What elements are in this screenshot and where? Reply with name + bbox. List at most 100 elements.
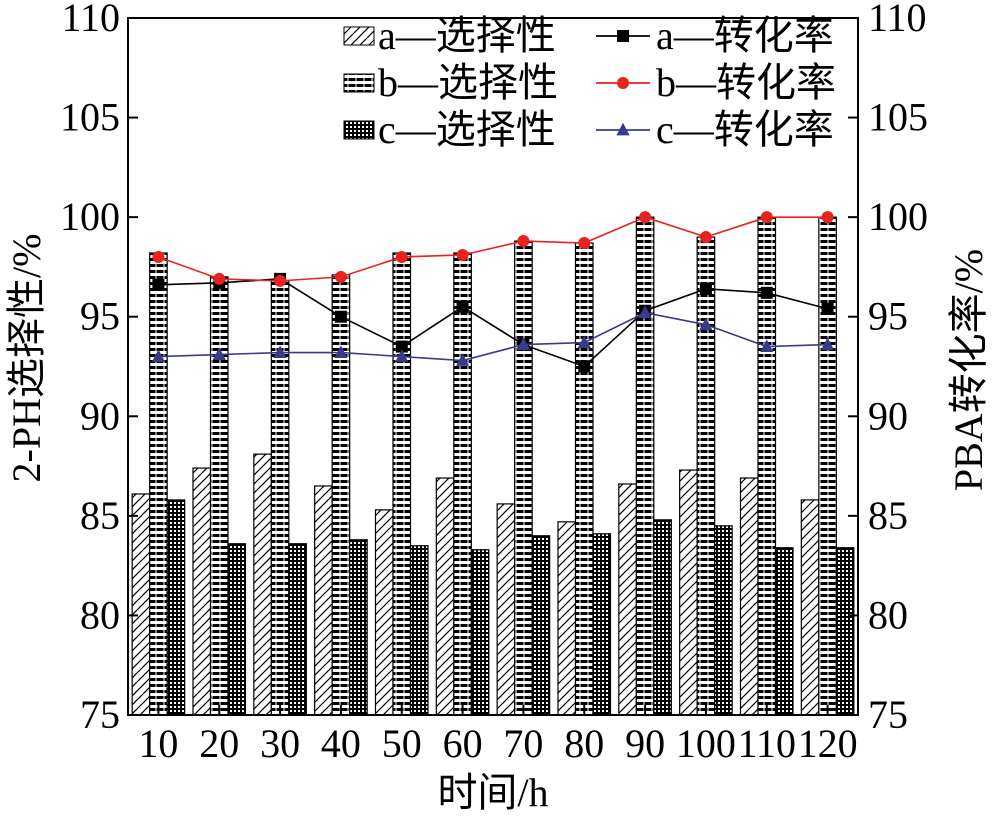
point-square-120 [821,302,834,315]
point-square-60 [456,300,469,313]
x-tick-label-10: 10 [138,721,178,766]
x-tick-label-40: 40 [321,721,361,766]
y-tick-label-left-105: 105 [60,95,120,140]
point-triangle-90 [638,305,652,319]
y-tick-label-left-100: 100 [60,194,120,239]
x-axis-title: 时间/h [437,770,548,815]
legend-label-line-2: c—转化率 [656,107,834,152]
y-tick-label-right-95: 95 [868,294,908,339]
bar-grid-110 [774,547,794,716]
bar-diagonal-60 [435,477,455,716]
legend-swatch-grid [343,120,375,140]
bar-horizontal-50 [392,252,412,716]
legend-marker-triangle [616,122,630,136]
bar-horizontal-10 [149,252,168,716]
y-axis-title-right: PBA转化率/% [946,249,991,491]
y-tick-label-left-80: 80 [80,592,120,637]
legend-marker-circle [617,77,629,89]
bar-diagonal-70 [496,503,516,716]
point-circle-60 [456,248,469,261]
point-square-40 [334,310,347,323]
bar-horizontal-120 [818,216,837,716]
x-tick-label-60: 60 [443,721,483,766]
legend-swatch-diagonal [343,26,375,46]
bar-grid-100 [714,525,733,716]
bar-grid-30 [288,543,307,716]
bar-grid-70 [531,535,551,716]
bar-diagonal-40 [314,485,333,716]
y-tick-label-left-75: 75 [80,692,120,737]
x-tick-label-30: 30 [260,721,300,766]
legend-marker-square [617,30,629,42]
y-tick-label-left-95: 95 [80,294,120,339]
y-tick-label-right-75: 75 [868,692,908,737]
plot-frame [127,17,859,716]
y-tick-label-left-90: 90 [80,393,120,438]
point-square-100 [699,282,712,295]
bar-horizontal-40 [331,274,351,716]
point-circle-10 [152,250,165,263]
x-tick-label-110: 110 [737,721,796,766]
x-tick-label-100: 100 [676,721,736,766]
point-circle-50 [395,250,408,263]
bar-horizontal-100 [696,236,716,716]
point-triangle-110 [760,339,774,352]
point-triangle-50 [395,349,409,362]
point-triangle-10 [151,349,166,362]
x-tick-label-120: 120 [798,721,858,766]
bars-layer [131,216,855,716]
point-circle-90 [639,211,652,224]
y-tick-label-right-85: 85 [868,493,908,538]
point-triangle-100 [699,317,713,331]
x-tick-label-80: 80 [564,721,604,766]
point-triangle-80 [577,335,591,349]
point-circle-40 [334,270,347,283]
point-circle-110 [760,211,773,224]
bar-diagonal-30 [253,453,272,716]
bar-horizontal-70 [514,240,533,716]
point-triangle-70 [516,337,531,350]
legend-label-bar-0: a—选择性 [378,13,556,58]
bar-grid-10 [166,499,186,716]
bar-diagonal-50 [374,509,394,716]
y-tick-label-left-85: 85 [80,493,120,538]
line-circle [158,216,828,282]
y-tick-label-left-110: 110 [61,0,120,40]
bar-diagonal-10 [131,493,151,716]
x-tick-label-90: 90 [625,721,665,766]
line-triangle [158,311,828,362]
point-triangle-20 [212,347,226,360]
y-tick-label-right-105: 105 [868,95,928,140]
point-circle-120 [821,211,834,224]
point-circle-30 [274,274,287,287]
x-tick-label-50: 50 [382,721,422,766]
bar-diagonal-120 [800,499,820,716]
x-tick-label-20: 20 [199,721,239,766]
point-circle-20 [213,272,226,285]
bar-grid-120 [835,547,855,716]
y-tick-label-right-100: 100 [868,194,928,239]
bar-diagonal-80 [557,521,577,716]
bar-diagonal-90 [618,483,637,716]
bar-horizontal-90 [635,216,655,716]
point-square-10 [152,278,165,291]
point-triangle-120 [820,337,835,350]
bar-diagonal-20 [192,467,212,716]
legend-swatch-horizontal [343,73,375,93]
point-triangle-40 [334,345,348,358]
lines-layer [151,211,835,373]
bar-grid-90 [653,519,672,716]
bar-horizontal-80 [574,242,594,716]
point-triangle-30 [273,345,287,358]
legend-label-line-0: a—转化率 [656,13,834,58]
line-square [158,278,828,368]
bar-grid-40 [349,539,368,716]
point-circle-80 [578,237,591,250]
point-square-80 [578,360,591,373]
bar-diagonal-110 [739,477,759,716]
point-square-50 [395,340,408,353]
